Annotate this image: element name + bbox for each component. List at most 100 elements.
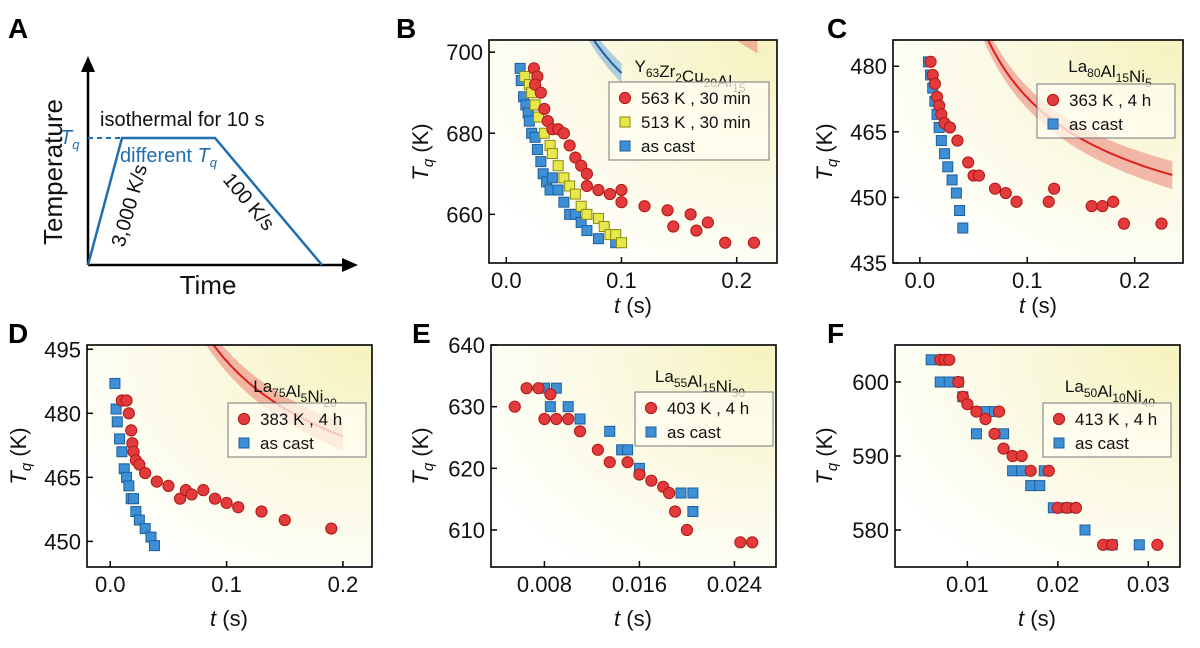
data-point-red [520,382,533,395]
data-point-red [544,388,557,401]
data-point-red [988,182,1002,195]
data-point-red [979,412,992,426]
composition-label: La75Al5Ni20 [253,377,337,410]
y-tick-label: 630 [448,395,485,420]
data-point-red [661,204,674,217]
y-tick-label: 435 [850,251,887,276]
legend-label: 513 K , 30 min [641,113,751,132]
data-point-red [1024,464,1037,477]
data-point-yellow [592,212,604,224]
y-axis-label: Tq (K) [6,427,35,484]
y-axis-label: Tq (K) [408,123,437,180]
panel-d: D 0.0 0.1 0.2 450 465 480 495 Tq (K) t (s) La7… [6,318,373,631]
data-point-red [952,375,965,389]
data-point-blue [1133,539,1145,551]
x-tick-label: 0.024 [707,572,762,597]
legend-box [227,402,367,458]
x-tick-label: 0.1 [1012,268,1043,293]
data-point-red [951,134,964,147]
data-point-red [1015,449,1028,463]
data-point-red [580,179,594,193]
heating-rate-label: 3,000 K/s [108,162,152,249]
data-point-red [668,505,682,518]
data-point-blue [622,444,634,456]
data-point-blue [116,446,128,458]
plot-frame [490,344,777,568]
data-point-red [734,536,747,549]
data-point-red [562,412,575,426]
data-point-red [197,484,210,497]
ticks: 0.008 0.016 0.024 610 620 630 640 [448,333,762,597]
data-point-blue [558,196,570,208]
data-point-red [972,169,986,182]
data-point-red [591,443,604,456]
legend-marker [1046,93,1060,107]
y-tick-label: 600 [852,370,889,395]
data-point-red [532,382,545,395]
x-tick-label: 0.2 [328,572,359,597]
x-axis-label: t (s) [1018,606,1056,631]
data-point-blue [569,208,581,220]
data-point-red [943,121,957,134]
legend: 403 K , 4 h as cast [644,399,749,442]
data-point-red [208,492,222,505]
y-tick-label: 680 [446,121,483,146]
data-point-blue [604,425,616,437]
data-points [514,62,761,249]
plot-background [491,345,776,567]
y-tick-label: 660 [446,202,483,227]
data-point-red [924,55,937,68]
x-tick-label: 0.0 [491,268,522,293]
data-point-red [928,77,941,90]
panel-letter: B [396,13,416,44]
data-point-red [1117,217,1131,230]
data-point-red [663,486,676,500]
data-point-red [615,196,628,209]
y-tick-label: 480 [44,401,81,426]
x-tick-label: 0.03 [1127,572,1170,597]
data-point-blue [123,480,135,492]
data-point-blue [1007,465,1019,477]
legend-marker [645,426,657,438]
legend-marker [1053,437,1065,449]
y-tick-label: 640 [448,333,485,358]
x-axis-label: t (s) [614,606,652,631]
data-point-blue [544,401,556,413]
data-point-blue [687,506,699,517]
data-point-yellow [581,208,593,220]
data-point-red [592,183,605,197]
data-point-red [120,394,133,407]
x-tick-label: 0.0 [95,572,126,597]
data-point-blue [531,143,543,155]
data-point-yellow [575,200,587,212]
data-point-red [680,523,694,537]
data-point-red [255,505,268,518]
data-points [109,377,338,552]
data-point-blue [574,413,586,425]
data-point-red [988,427,1001,440]
fit-lines [592,40,758,74]
data-point-red [633,468,646,481]
panel-c: C 0.0 0.1 0.2 435 450 465 480 Tq (K) t (s) La8… [812,13,1184,318]
legend-label: 363 K , 4 h [1069,91,1151,110]
data-point-red [563,139,576,152]
data-point-red [122,407,135,420]
x-tick-label: 0.01 [946,572,989,597]
data-point-blue [148,540,160,552]
data-point-blue [546,172,558,184]
data-point-red [557,127,570,140]
data-point-red [719,236,732,249]
data-point-red [538,412,551,426]
plot-frame [892,39,1184,264]
x-tick-label: 0.016 [612,572,667,597]
data-point-red [645,474,658,487]
data-point-red [139,466,152,480]
data-point-red [150,475,163,488]
x-tick-label: 0.008 [517,572,572,597]
data-point-blue [128,493,140,505]
x-axis-label: t (s) [210,606,248,631]
data-point-blue [675,487,687,499]
data-point-red [1155,217,1168,230]
y-tick-label: 480 [850,54,887,79]
y-tick-label: 620 [448,456,485,481]
